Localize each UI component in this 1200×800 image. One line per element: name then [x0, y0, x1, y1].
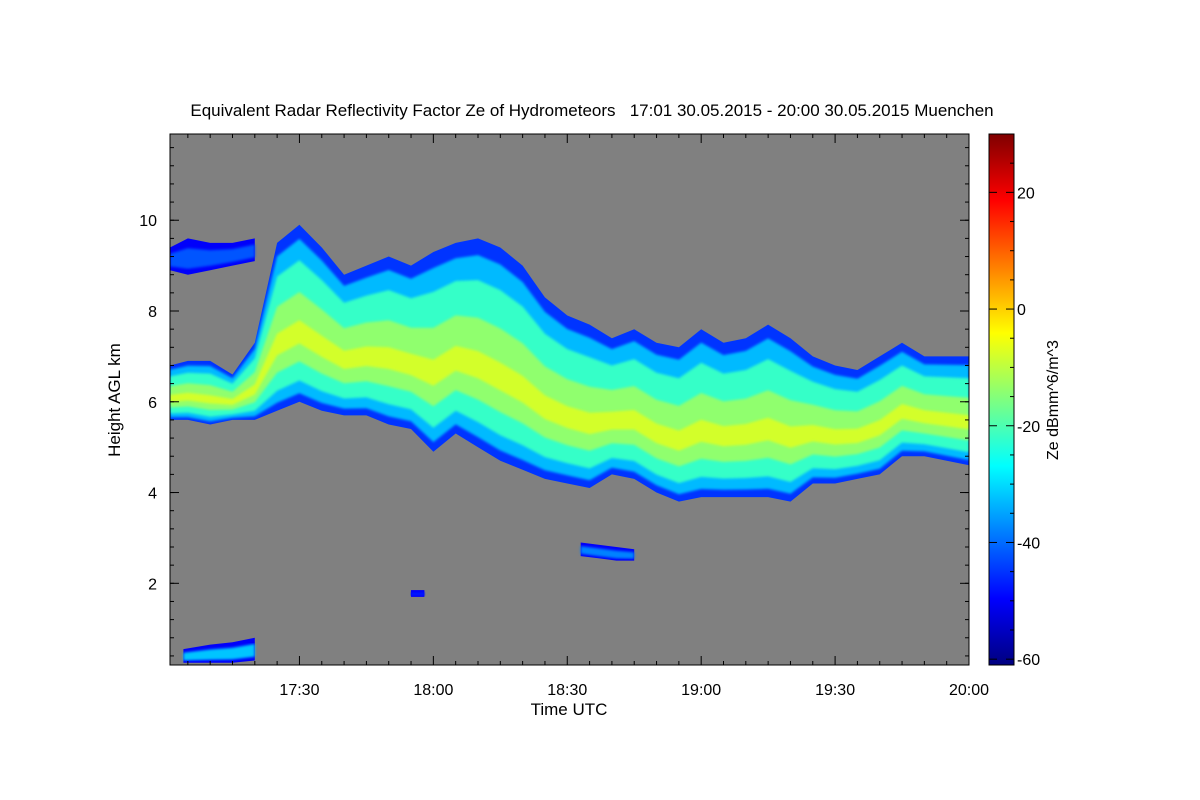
cloud-layer-3: [411, 590, 425, 597]
x-tick-label: 19:30: [815, 682, 855, 699]
x-tick-label: 18:30: [547, 682, 587, 699]
chart-title: Equivalent Radar Reflectivity Factor Ze …: [190, 101, 993, 120]
reflectivity-field: [170, 224, 969, 663]
y-tick-label: 4: [148, 486, 157, 503]
cloud-layer-3-band-1: [411, 592, 425, 596]
cloud-layer-4-band-1: [183, 643, 255, 661]
y-tick-label: 8: [148, 304, 157, 321]
cloud-layer-2-band-1: [580, 546, 635, 559]
x-axis-label: Time UTC: [531, 700, 608, 719]
cloud-layer-4: [183, 637, 255, 663]
y-axis-label: Height AGL km: [105, 343, 124, 457]
x-tick-label: 18:00: [413, 682, 453, 699]
colorbar-tick-label: -60: [1017, 652, 1040, 669]
colorbar: [988, 133, 1015, 666]
y-tick-label: 10: [139, 213, 157, 230]
cloud-layer-1-band-1: [170, 244, 255, 269]
x-tick-label: 19:00: [681, 682, 721, 699]
cloud-layer-2: [580, 542, 635, 561]
cloud-layer-1: [170, 238, 255, 275]
x-tick-label: 20:00: [949, 682, 989, 699]
y-axis: 2 4 6 8 10: [139, 147, 969, 657]
colorbar-label: Ze dBmm^6/m^3: [1045, 340, 1062, 460]
y-tick-label: 6: [148, 395, 157, 412]
plot-frame: [169, 133, 970, 666]
colorbar-axis: -60 -40 -20 0 20: [989, 133, 1040, 669]
colorbar-tick-label: -20: [1017, 419, 1040, 436]
colorbar-tick-label: 0: [1017, 302, 1026, 319]
cloud-layer-0-band-4: [170, 320, 969, 451]
cloud-layer-0: [170, 224, 969, 502]
x-tick-label: 17:30: [279, 682, 319, 699]
colorbar-tick-label: 20: [1017, 185, 1035, 202]
colorbar-tick-label: -40: [1017, 535, 1040, 552]
x-axis: 17:30 18:00 18:30 19:00 19:30 20:00: [187, 134, 989, 699]
y-tick-label: 2: [148, 576, 157, 593]
